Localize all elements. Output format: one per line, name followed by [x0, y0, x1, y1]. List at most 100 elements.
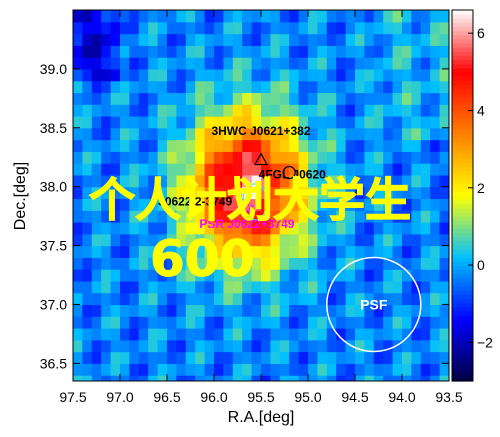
heatmap-cell — [73, 127, 83, 141]
heatmap-cell — [157, 257, 168, 270]
heatmap-cell — [402, 280, 412, 294]
heatmap-cell — [383, 316, 394, 329]
heatmap-cell — [110, 363, 121, 376]
heatmap-cell — [420, 92, 431, 105]
colorbar-segment — [452, 100, 473, 106]
heatmap-cell — [411, 45, 422, 58]
heatmap-cell — [251, 174, 262, 188]
heatmap-cell — [195, 233, 206, 247]
heatmap-cell — [214, 375, 224, 381]
heatmap-cell — [383, 174, 394, 188]
heatmap-cell — [308, 127, 318, 141]
colorbar-tick-label: 0 — [477, 257, 485, 273]
heatmap-cell — [336, 10, 347, 23]
heatmap-cell — [402, 92, 412, 105]
heatmap-cell — [110, 163, 121, 176]
heatmap-cell — [148, 104, 159, 117]
heatmap-cell — [157, 351, 168, 364]
heatmap-cell — [91, 280, 102, 294]
heatmap-cell — [279, 45, 290, 58]
heatmap-cell — [392, 45, 403, 58]
heatmap-cell — [204, 33, 215, 46]
heatmap-cell — [298, 139, 309, 152]
heatmap-cell — [402, 151, 412, 164]
heatmap-cell — [138, 363, 149, 376]
heatmap-cell — [120, 280, 130, 294]
heatmap-cell — [373, 45, 384, 58]
heatmap-cell — [214, 80, 224, 94]
heatmap-cell — [402, 316, 412, 329]
colorbar-segment — [452, 10, 473, 15]
heatmap-cell — [420, 80, 431, 94]
heatmap-cell — [73, 92, 83, 105]
heatmap-cell — [336, 280, 347, 294]
heatmap-cell — [232, 186, 243, 200]
heatmap-cell — [195, 116, 206, 129]
heatmap-cell — [148, 339, 159, 353]
heatmap-cell — [110, 222, 121, 235]
heatmap-cell — [110, 10, 121, 11]
heatmap-cell — [364, 10, 375, 23]
heatmap-cell — [383, 68, 394, 82]
heatmap-cell — [420, 163, 431, 176]
colorbar-segment — [452, 55, 473, 61]
heatmap-cell — [411, 10, 422, 11]
heatmap-cell — [308, 151, 318, 164]
heatmap-cell — [73, 174, 83, 188]
heatmap-cell — [261, 92, 271, 105]
heatmap-cell — [355, 328, 365, 341]
heatmap-cell — [392, 33, 403, 46]
heatmap-cell — [345, 363, 356, 376]
heatmap-cell — [392, 316, 403, 329]
heatmap-cell — [308, 375, 318, 381]
heatmap-cell — [110, 104, 121, 117]
watermark-overlay: 个人计划大学生 600 — [89, 173, 412, 289]
heatmap-cell — [402, 10, 412, 11]
heatmap-cell — [110, 10, 121, 23]
colorbar-segment — [452, 302, 473, 308]
heatmap-cell — [261, 269, 271, 282]
heatmap-cell — [279, 186, 290, 200]
heatmap-cell — [157, 10, 168, 11]
colorbar-segment — [452, 195, 473, 201]
heatmap-cell — [430, 222, 441, 235]
heatmap-cell — [298, 10, 309, 23]
heatmap-cell — [383, 33, 394, 46]
heatmap-cell — [289, 375, 300, 381]
heatmap-cell — [289, 21, 300, 35]
heatmap-cell — [345, 10, 356, 23]
y-tick-label: 37.5 — [40, 238, 67, 254]
heatmap-cell — [373, 280, 384, 294]
heatmap-cell — [82, 163, 93, 176]
heatmap-cell — [157, 104, 168, 117]
heatmap-cell — [308, 363, 318, 376]
colorbar-segment — [452, 253, 473, 258]
heatmap-cell — [185, 328, 196, 341]
heatmap-cell — [364, 269, 375, 282]
x-tick-label: 95.0 — [294, 389, 321, 405]
heatmap-cell — [82, 10, 93, 23]
heatmap-cell — [232, 10, 243, 11]
heatmap-cell — [214, 10, 224, 23]
heatmap-cell — [355, 245, 365, 258]
heatmap-cell — [167, 174, 177, 188]
heatmap-cell — [242, 21, 253, 35]
heatmap-cell — [326, 198, 337, 211]
heatmap-cell — [345, 33, 356, 46]
heatmap-cell — [138, 104, 149, 117]
heatmap-cell — [402, 233, 412, 247]
heatmap-cell — [270, 21, 281, 35]
heatmap-cell — [167, 316, 177, 329]
heatmap-cell — [242, 33, 253, 46]
heatmap-cell — [195, 21, 206, 35]
heatmap-cell — [148, 351, 159, 364]
heatmap-cell — [91, 151, 102, 164]
heatmap-cell — [223, 104, 234, 117]
colorbar-segment — [452, 30, 473, 36]
heatmap-cell — [411, 375, 422, 381]
heatmap-cell — [223, 92, 234, 105]
heatmap-cell — [261, 116, 271, 129]
heatmap-cell — [129, 57, 140, 70]
heatmap-cell — [355, 127, 365, 141]
x-tick-label: 95.5 — [247, 389, 274, 405]
